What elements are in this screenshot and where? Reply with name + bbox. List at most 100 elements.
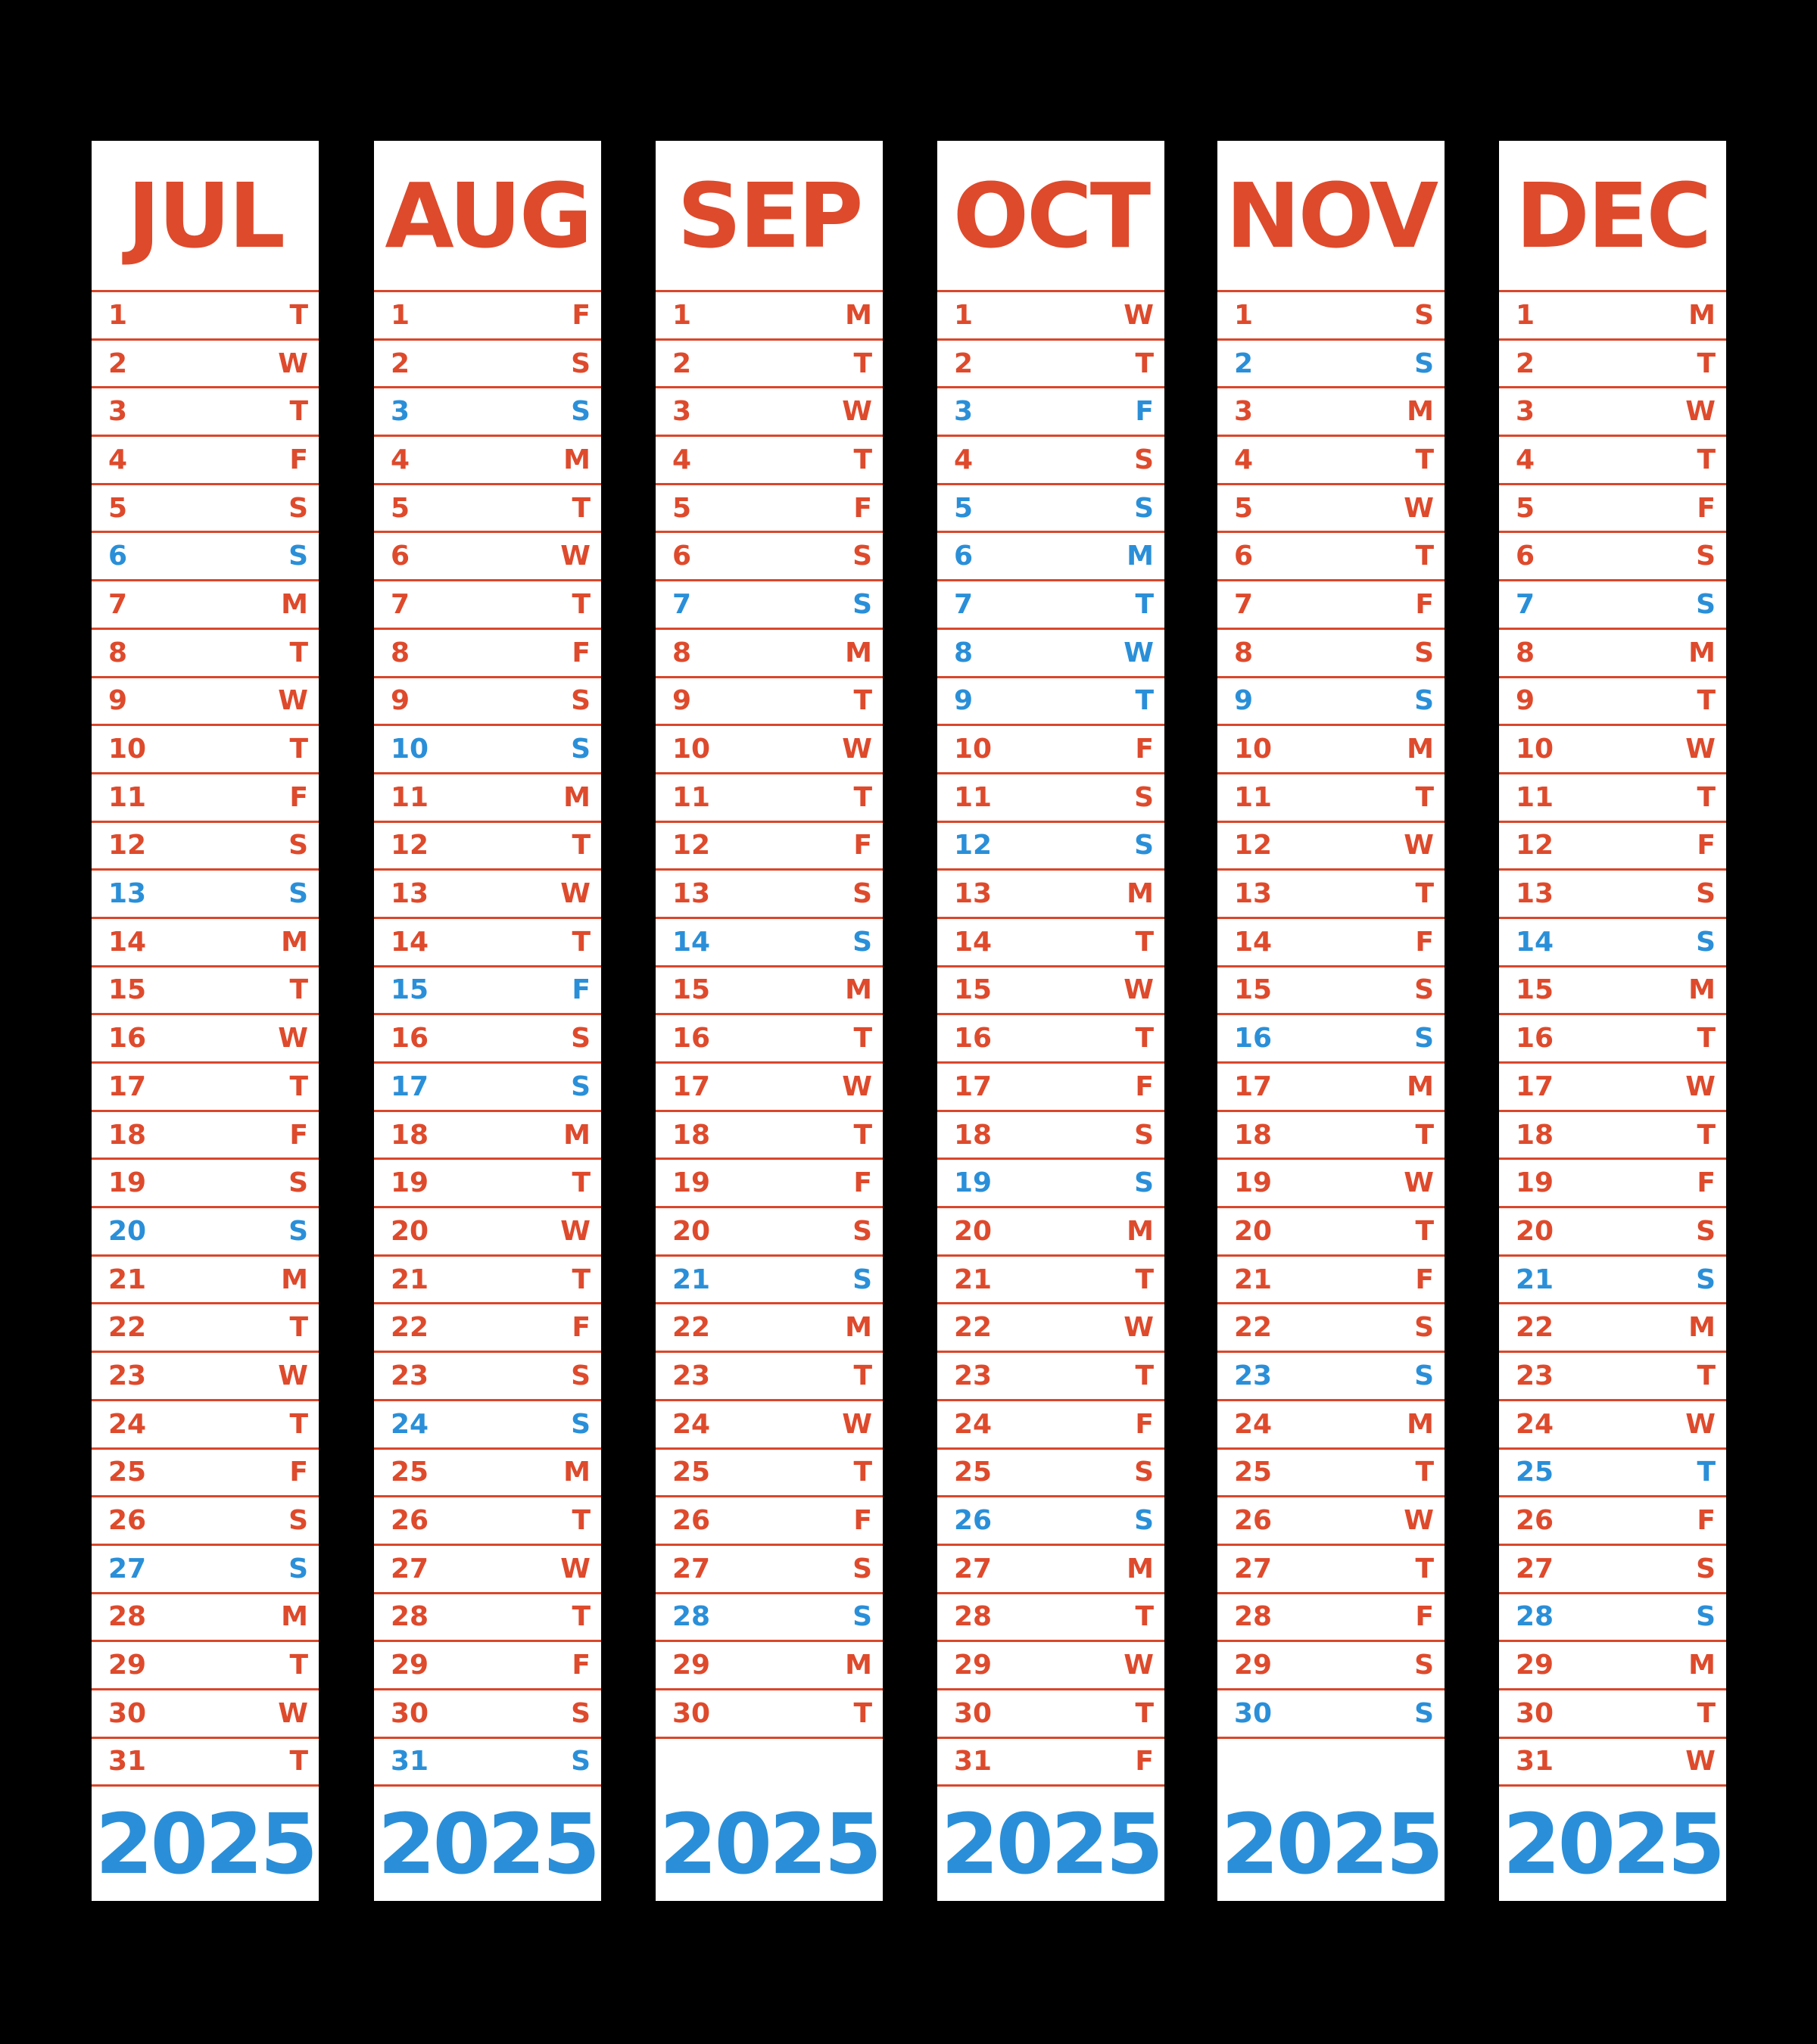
day-row: 12 W [1217, 823, 1445, 871]
day-number: 24 [954, 1408, 993, 1440]
day-row: 10 W [1499, 726, 1726, 774]
weekday-letter: S [571, 1697, 591, 1729]
day-number: 17 [1234, 1070, 1273, 1102]
day-row: 17 T [92, 1064, 319, 1112]
day-row: 10 S [374, 726, 601, 774]
day-number: 25 [108, 1457, 147, 1488]
weekday-letter: F [1697, 492, 1716, 524]
day-row: 23 S [374, 1353, 601, 1401]
month-title: NOV [1217, 141, 1445, 292]
day-number: 18 [672, 1119, 711, 1151]
weekday-letter: M [281, 588, 308, 620]
day-row: 17 W [656, 1064, 883, 1112]
weekday-letter: W [278, 1023, 308, 1055]
weekday-letter: T [1135, 1697, 1154, 1729]
day-row: 22 T [92, 1304, 319, 1354]
day-row: 27 S [1499, 1546, 1726, 1594]
weekday-letter: S [852, 1553, 872, 1584]
weekday-letter: W [842, 1070, 872, 1102]
day-row: 28 S [656, 1594, 883, 1643]
day-number: 21 [1234, 1263, 1273, 1295]
day-number: 30 [1234, 1697, 1273, 1729]
weekday-letter: T [853, 444, 872, 475]
day-row: 15 M [1499, 967, 1726, 1016]
day-number: 29 [108, 1650, 147, 1681]
year-label: 2025 [1502, 1796, 1725, 1893]
day-number: 12 [672, 830, 711, 862]
day-number: 15 [1234, 974, 1273, 1006]
weekday-letter: S [1414, 1697, 1434, 1729]
day-number: 14 [1516, 926, 1554, 958]
weekday-letter: S [852, 926, 872, 958]
day-list: 1 T 2 W 3 T 4 F 5 S 6 S 7 M 8 T 9 W 10 T 11 F 12 S 13 S 14 M 15 T 16 W 1… [92, 292, 319, 1787]
day-number: 24 [108, 1408, 147, 1440]
weekday-letter: F [1135, 396, 1154, 428]
day-number: 2 [672, 347, 692, 379]
day-number: 12 [108, 830, 147, 862]
day-number: 4 [672, 444, 692, 475]
weekday-letter: S [1134, 830, 1154, 862]
day-number: 5 [391, 492, 410, 524]
day-row: 15 T [92, 967, 319, 1016]
day-number: 16 [1516, 1023, 1554, 1055]
day-number: 19 [391, 1167, 429, 1199]
day-number: 4 [954, 444, 974, 475]
day-row: 29 T [92, 1642, 319, 1690]
day-number: 21 [108, 1263, 147, 1295]
weekday-letter: T [289, 1746, 308, 1778]
month-strip-nov: NOV 1 S 2 S 3 M 4 T 5 W 6 T 7 F 8 S 9 S 10 M 11 T 12 W 13 T 14 F 15 S 1… [1217, 141, 1445, 1901]
day-row: 30 S [1217, 1690, 1445, 1739]
day-number: 25 [1234, 1457, 1273, 1488]
weekday-letter: W [842, 1408, 872, 1440]
weekday-letter: T [572, 1167, 591, 1199]
day-number: 22 [1516, 1312, 1554, 1344]
day-row: 25 T [1217, 1450, 1445, 1498]
day-row: 16 T [1499, 1015, 1726, 1064]
weekday-letter: M [1127, 541, 1154, 572]
weekday-letter: T [572, 588, 591, 620]
day-number: 19 [1234, 1167, 1273, 1199]
weekday-letter: S [288, 1167, 308, 1199]
day-row: 28 T [374, 1594, 601, 1643]
day-row: 13 S [92, 871, 319, 919]
day-number: 6 [672, 541, 692, 572]
day-row: 21 T [374, 1257, 601, 1305]
month-title: DEC [1499, 141, 1726, 292]
day-row: 22 M [1499, 1304, 1726, 1354]
weekday-letter: S [852, 878, 872, 910]
day-number: 13 [391, 878, 429, 910]
weekday-letter: S [1414, 1650, 1434, 1681]
weekday-letter: S [1696, 926, 1716, 958]
day-row: 25 T [656, 1450, 883, 1498]
day-row: 13 S [656, 871, 883, 919]
weekday-letter: S [1134, 1505, 1154, 1537]
day-row: 20 S [1499, 1208, 1726, 1257]
day-number: 10 [1516, 734, 1554, 765]
year-label: 2025 [377, 1796, 600, 1893]
day-number: 2 [108, 347, 128, 379]
weekday-letter: F [289, 1457, 308, 1488]
weekday-letter: S [852, 1601, 872, 1633]
weekday-letter: S [571, 1070, 591, 1102]
day-number: 7 [1234, 588, 1254, 620]
weekday-letter: T [1697, 685, 1716, 717]
weekday-letter: T [1697, 1023, 1716, 1055]
weekday-letter: M [845, 299, 872, 331]
day-number: 1 [391, 299, 410, 331]
day-row: 15 F [374, 967, 601, 1016]
day-list: 1 S 2 S 3 M 4 T 5 W 6 T 7 F 8 S 9 S 10 M 11 T 12 W 13 T 14 F 15 S 16 S 1… [1217, 292, 1445, 1770]
day-row: 23 W [92, 1353, 319, 1401]
day-number: 24 [672, 1408, 711, 1440]
weekday-letter: T [853, 1023, 872, 1055]
day-number: 27 [108, 1553, 147, 1584]
